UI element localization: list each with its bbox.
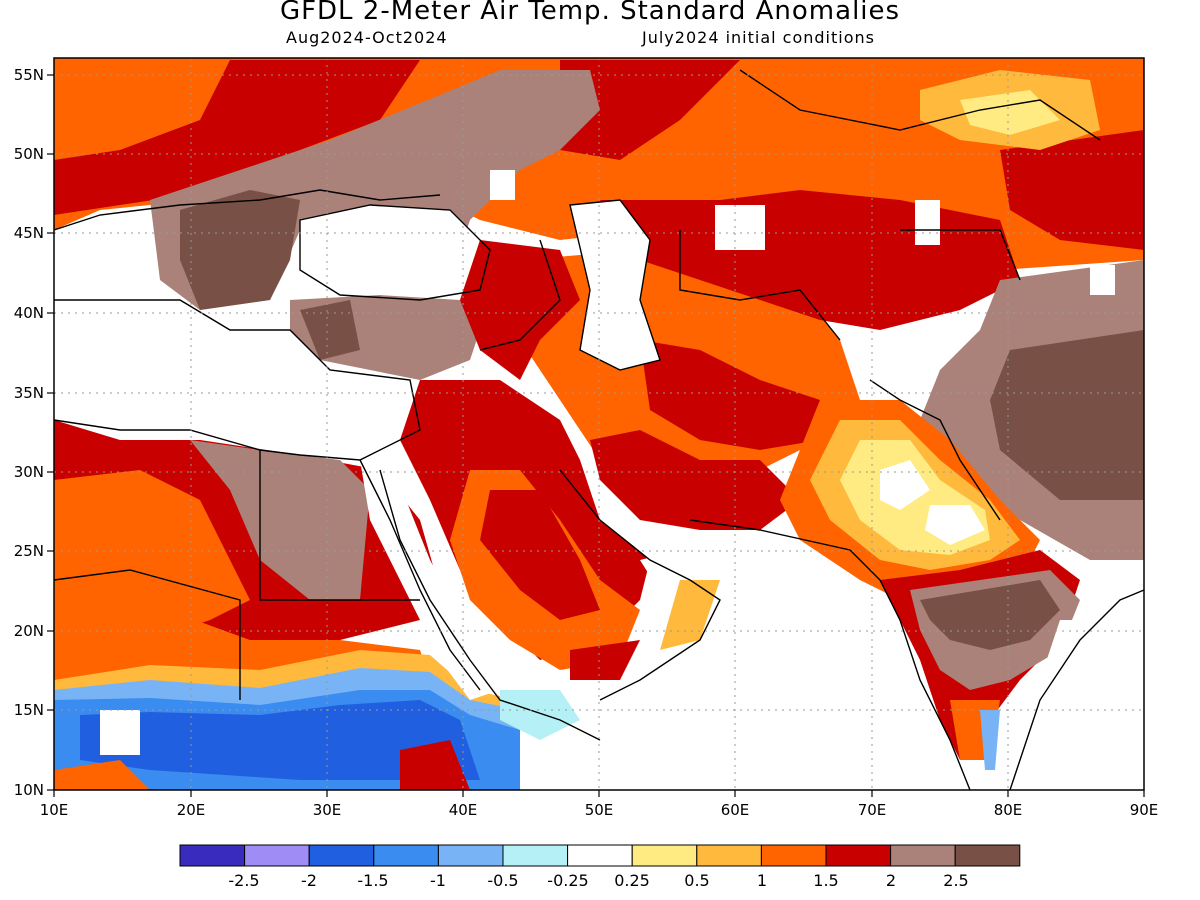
lat-tick-label: 45N [14,224,44,242]
colorbar-label: -0.5 [487,871,518,890]
lat-axis: 55N 50N 45N 40N 35N 30N 25N 20N 15N 10N [14,66,44,799]
colorbar-swatch [825,844,892,867]
lon-tick-label: 10E [40,801,69,819]
lat-tick-label: 10N [14,781,44,799]
lon-tick-label: 20E [177,801,206,819]
lon-tick-label: 90E [1130,801,1159,819]
colorbar-label: 2 [886,871,896,890]
lon-tick-label: 60E [721,801,750,819]
colorbar-swatch [890,844,956,867]
colorbar-label: -0.25 [547,871,588,890]
colorbar-swatch [567,844,633,867]
colorbar [179,844,1021,867]
colorbar-label: -2.5 [228,871,259,890]
colorbar-labels: -2.5 -2 -1.5 -1 -0.5 -0.25 0.25 0.5 1 1.… [228,871,968,890]
colorbar-swatch [502,844,569,867]
forecast-period: Aug2024-Oct2024 [286,28,448,47]
colorbar-label: -1.5 [357,871,388,890]
colorbar-swatch [954,844,1021,867]
colorbar-label: 0.5 [684,871,709,890]
lat-tick-label: 50N [14,145,44,163]
lon-tick-label: 40E [449,801,478,819]
colorbar-swatch [308,844,375,867]
tick-marks [47,74,1145,797]
colorbar-label: 1 [757,871,767,890]
lon-tick-label: 70E [858,801,887,819]
map-title: GFDL 2-Meter Air Temp. Standard Anomalie… [279,0,901,26]
lon-tick-label: 30E [313,801,342,819]
coastlines [54,69,1144,790]
colorbar-label: 0.25 [614,871,650,890]
colorbar-swatch [373,844,439,867]
lon-tick-label: 50E [585,801,614,819]
lat-tick-label: 15N [14,701,44,719]
colorbar-swatch [179,844,246,867]
colorbar-label: -1 [430,871,446,890]
colorbar-label: -2 [301,871,317,890]
anomaly-fields [54,58,1144,790]
lat-tick-label: 25N [14,542,44,560]
graticule [54,58,1144,790]
lon-tick-label: 80E [994,801,1023,819]
lat-tick-label: 55N [14,66,44,84]
lat-tick-label: 20N [14,622,44,640]
colorbar-swatch [437,844,504,867]
lon-axis: 10E 20E 30E 40E 50E 60E 70E 80E 90E [40,801,1159,819]
colorbar-label: 1.5 [813,871,838,890]
colorbar-swatch [696,844,762,867]
colorbar-swatch [760,844,827,867]
colorbar-swatch [244,844,310,867]
colorbar-swatch [631,844,698,867]
initial-conditions: July2024 initial conditions [642,28,875,47]
lat-tick-label: 30N [14,463,44,481]
region-red-north [54,60,420,215]
colorbar-label: 2.5 [943,871,968,890]
lat-tick-label: 40N [14,304,44,322]
lat-tick-label: 35N [14,384,44,402]
